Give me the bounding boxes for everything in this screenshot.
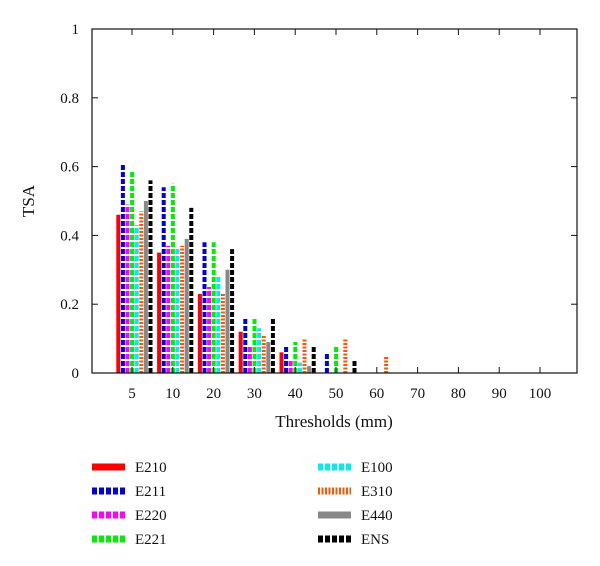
x-tick-label: 80 (451, 386, 466, 402)
legend: E210 E211 E220 E221 E100 E310 E440 ENS (92, 460, 393, 548)
x-tick-label: 10 (165, 386, 180, 402)
legend-label-e310: E310 (361, 484, 393, 500)
legend-label-e220: E220 (135, 508, 167, 524)
y-axis: 0 0.2 0.4 0.6 0.8 1 (60, 22, 577, 382)
plot-area-frame (91, 28, 578, 374)
x-axis-title: Thresholds (mm) (275, 412, 393, 431)
y-tick-label: 0.6 (60, 160, 79, 176)
y-tick-label: 0 (72, 366, 80, 382)
legend-label-ens: ENS (361, 532, 389, 548)
legend-label-e210: E210 (135, 460, 167, 476)
bars-layer (116, 163, 389, 373)
x-tick-label: 5 (128, 386, 136, 402)
legend-label-e221: E221 (135, 532, 167, 548)
y-tick-label: 0.4 (60, 228, 79, 244)
x-tick-label: 70 (410, 386, 425, 402)
x-tick-label: 100 (529, 386, 552, 402)
x-tick-label: 40 (288, 386, 303, 402)
legend-label-e211: E211 (135, 484, 166, 500)
legend-label-e100: E100 (361, 460, 393, 476)
y-axis-title: TSA (19, 184, 38, 217)
y-tick-label: 0.8 (60, 91, 79, 107)
x-tick-label: 30 (247, 386, 262, 402)
x-tick-label: 90 (492, 386, 507, 402)
x-axis: 5 10 20 30 40 50 60 70 80 90 100 (128, 29, 551, 402)
y-tick-label: 0.2 (60, 297, 79, 313)
legend-label-e440: E440 (361, 508, 393, 524)
x-tick-label: 60 (369, 386, 384, 402)
x-tick-label: 50 (329, 386, 344, 402)
x-tick-label: 20 (206, 386, 221, 402)
y-tick-label: 1 (72, 22, 80, 38)
